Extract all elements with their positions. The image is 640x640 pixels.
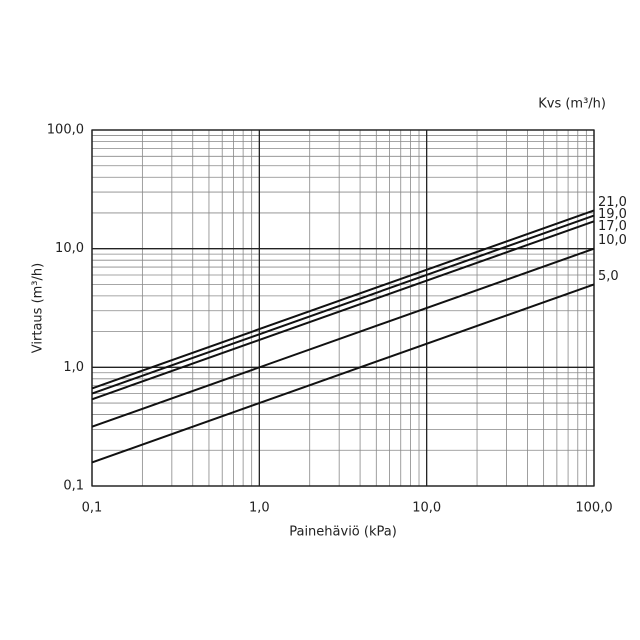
series-label: 10,0 [598, 233, 627, 248]
series-line [91, 220, 595, 401]
x-tick-label: 1,0 [249, 501, 270, 516]
series-line [91, 283, 595, 464]
y-tick-label: 10,0 [55, 241, 84, 256]
series-line [91, 209, 595, 390]
x-axis-label: Painehäviö (kPa) [289, 525, 397, 540]
series-label: 19,0 [598, 207, 627, 222]
x-tick-label: 100,0 [575, 501, 612, 516]
series-label: 5,0 [598, 269, 619, 284]
legend-title: Kvs (m³/h) [538, 97, 606, 112]
series-label: 21,0 [598, 195, 627, 210]
series-line [91, 214, 595, 395]
series-line [91, 247, 595, 428]
y-axis-label: Virtaus (m³/h) [31, 263, 46, 353]
y-tick-label: 0,1 [63, 479, 84, 494]
y-tick-label: 1,0 [63, 360, 84, 375]
plot-frame [91, 129, 595, 487]
x-tick-label: 0,1 [82, 501, 103, 516]
x-tick-label: 10,0 [412, 501, 441, 516]
y-tick-label: 100,0 [47, 123, 84, 138]
series-label: 17,0 [598, 219, 627, 234]
